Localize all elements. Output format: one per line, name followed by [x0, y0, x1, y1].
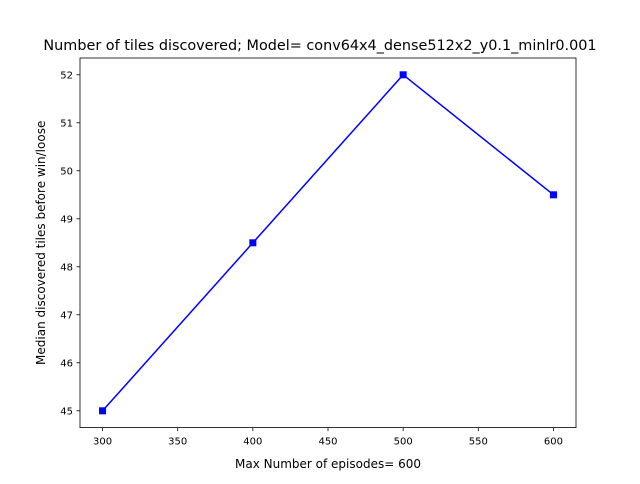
y-tick-label: 46 — [60, 358, 73, 369]
x-tick-label: 550 — [469, 437, 488, 448]
y-axis-ticks: 45 46 47 48 49 50 51 52 — [60, 70, 80, 417]
x-tick-label: 400 — [243, 437, 262, 448]
series-line — [101, 74, 554, 412]
y-tick-label: 47 — [60, 310, 73, 321]
x-axis-label: Max Number of episodes= 600 — [235, 457, 421, 471]
chart-title: Number of tiles discovered; Model= conv6… — [43, 38, 596, 54]
data-point-marker — [99, 407, 107, 415]
x-tick-label: 500 — [394, 437, 413, 448]
x-axis-ticks: 300 350 400 450 500 550 600 — [93, 427, 563, 448]
x-tick-label: 350 — [168, 437, 187, 448]
x-tick-label: 600 — [544, 437, 563, 448]
plot-frame — [79, 57, 577, 429]
y-axis-label: Median discovered tiles before win/loose — [34, 121, 48, 365]
y-tick-label: 48 — [60, 262, 73, 273]
data-point-marker — [549, 191, 557, 199]
y-tick-label: 50 — [60, 166, 73, 177]
y-tick-label: 49 — [60, 214, 73, 225]
y-tick-label: 51 — [60, 118, 73, 129]
x-tick-label: 450 — [318, 437, 337, 448]
y-tick-label: 52 — [60, 70, 73, 81]
data-point-marker — [399, 71, 407, 79]
y-tick-label: 45 — [60, 406, 73, 417]
x-tick-label: 300 — [93, 437, 112, 448]
data-point-marker — [249, 239, 257, 247]
series-layer — [99, 71, 557, 415]
